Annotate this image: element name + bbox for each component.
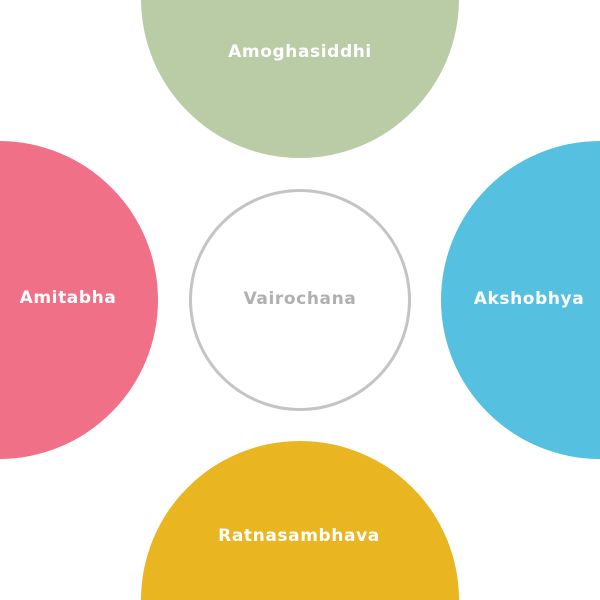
amoghasiddhi-circle [141, 0, 459, 158]
ratnasambhava-circle [141, 441, 459, 600]
amitabha-label: Amitabha [19, 288, 117, 308]
akshobhya-label: Akshobhya [473, 289, 585, 309]
vairochana-circle [189, 189, 411, 411]
amoghasiddhi-label: Amoghasiddhi [228, 42, 372, 62]
ratnasambhava-label: Ratnasambhava [218, 526, 380, 546]
vairochana-label: Vairochana [243, 289, 357, 309]
